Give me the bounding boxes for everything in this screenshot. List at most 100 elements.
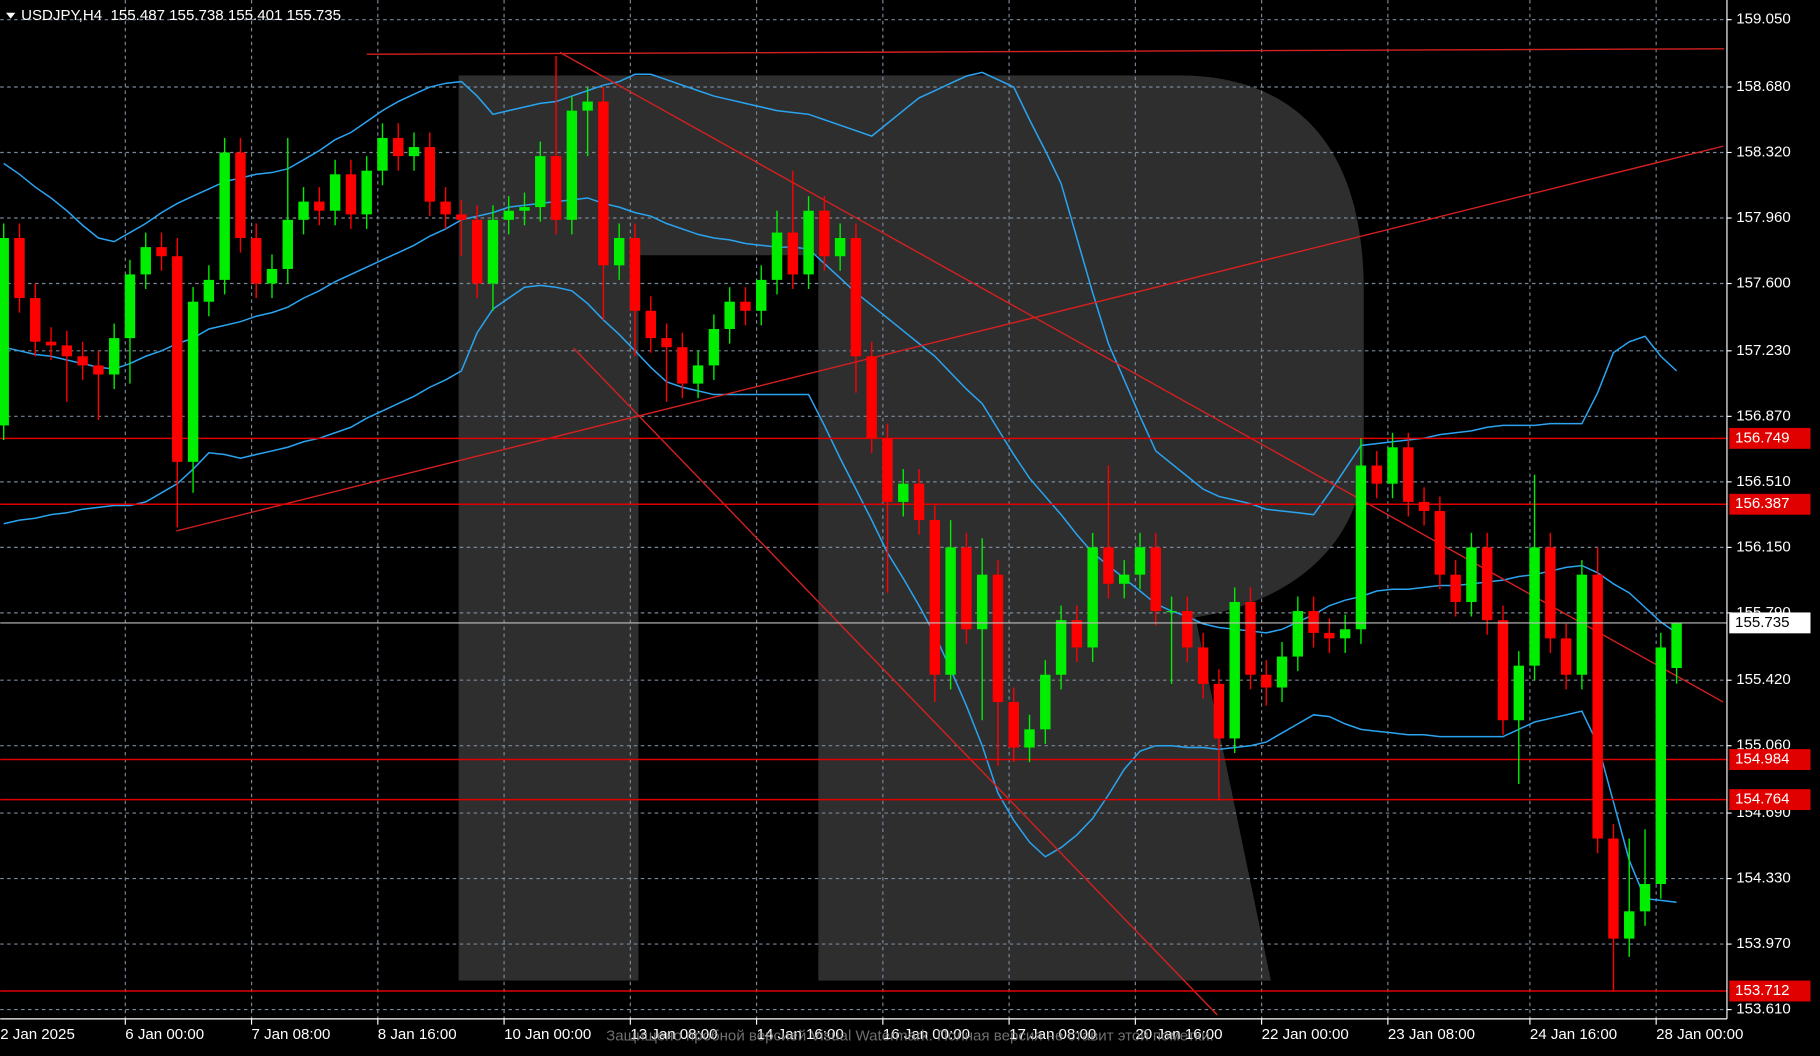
candle-body (1450, 574, 1461, 602)
menu-triangle (6, 12, 16, 19)
candle-body (377, 137, 388, 171)
candle-body (692, 365, 704, 384)
candle-body (1418, 501, 1430, 511)
y-tick-label: 157.230 (1736, 342, 1791, 359)
x-tick-label: 17 Jan 08:00 (1009, 1026, 1096, 1043)
candle-body (882, 438, 893, 502)
candle-body (408, 147, 420, 157)
candle-body (314, 201, 325, 211)
candle-body (1403, 447, 1414, 502)
candle-body (1261, 674, 1272, 688)
level-label-box (1729, 980, 1811, 1002)
candle-body (1008, 702, 1019, 748)
watermark-text: Защищено пробной версией Visual Watermar… (606, 1027, 1214, 1044)
candle-body (77, 356, 88, 366)
level-label: 156.749 (1735, 429, 1790, 446)
candle-body (298, 201, 309, 220)
level-label-box (1729, 493, 1811, 515)
candle-body (1118, 574, 1130, 584)
y-tick-label: 154.330 (1736, 870, 1791, 887)
candle-body (740, 301, 751, 311)
x-tick-label: 16 Jan 00:00 (883, 1026, 970, 1043)
band-middle (3, 197, 1678, 634)
candle-body (156, 247, 167, 257)
candle-body (424, 147, 436, 202)
y-tick-label: 156.150 (1736, 538, 1791, 555)
candle-body (1608, 838, 1619, 939)
candle-body (203, 279, 215, 302)
candle-body (1497, 620, 1509, 721)
candle-body (976, 574, 988, 630)
candle-body (898, 483, 909, 502)
candle-body (487, 219, 499, 284)
candle-body (1071, 620, 1083, 648)
candle-body (1150, 547, 1162, 612)
candle-body (787, 232, 799, 275)
y-tick-label: 158.680 (1736, 78, 1791, 95)
x-tick-label: 24 Jan 16:00 (1530, 1026, 1617, 1043)
candle-body (124, 274, 136, 339)
candle-body (1592, 574, 1603, 839)
plot (0, 48, 1727, 1016)
y-tick-label: 153.610 (1736, 1001, 1791, 1018)
candle-body (913, 483, 925, 521)
band-lower (3, 284, 1677, 903)
candle-body (45, 341, 57, 346)
x-tick-label: 28 Jan 00:00 (1656, 1026, 1743, 1043)
candle-body (1481, 547, 1493, 621)
candle-body (1276, 656, 1288, 688)
candle-body (519, 207, 530, 211)
level-label: 153.712 (1735, 982, 1790, 999)
candle-body (1024, 729, 1035, 748)
candle-body (945, 547, 956, 675)
candle-body (961, 547, 972, 630)
candle-body (1655, 647, 1667, 885)
candle-body (187, 301, 199, 462)
candle-body (329, 174, 341, 211)
candle-body (1245, 601, 1256, 675)
candle-body (866, 356, 877, 439)
y-tick-label: 156.870 (1736, 407, 1791, 424)
candle-body (503, 210, 514, 220)
candle-body (1324, 632, 1335, 639)
candle-body (1055, 620, 1067, 675)
y-tick-label: 153.970 (1736, 935, 1791, 952)
y-tick-label: 155.420 (1736, 671, 1791, 688)
candle-body (1355, 465, 1367, 630)
level-label: 154.984 (1735, 751, 1790, 768)
candle-body (282, 219, 293, 269)
candle-body (108, 338, 120, 375)
candle-body (219, 152, 230, 280)
candle-body (393, 137, 404, 157)
candle-body (0, 238, 9, 426)
candle-body (1292, 611, 1304, 657)
trendline (366, 48, 1724, 55)
candle-body (550, 156, 562, 220)
x-tick-label: 20 Jan 16:00 (1135, 1026, 1222, 1043)
x-tick-label: 2 Jan 2025 (0, 1026, 75, 1043)
x-tick-label: 6 Jan 00:00 (125, 1026, 204, 1043)
trendline (572, 347, 1218, 1016)
x-tick-label: 14 Jan 16:00 (757, 1026, 844, 1043)
level-label-box (1729, 427, 1811, 449)
candle-body (1339, 629, 1351, 639)
x-tick-label: 7 Jan 08:00 (252, 1026, 331, 1043)
candle-body (440, 201, 451, 215)
candle-body (266, 268, 278, 284)
y-tick-label: 156.510 (1736, 473, 1791, 490)
x-tick-label: 13 Jan 08:00 (630, 1026, 717, 1043)
candle-body (613, 238, 625, 266)
candle-body (1134, 547, 1146, 575)
candle-body (250, 238, 262, 284)
candle-body (172, 256, 183, 462)
candle-body (1560, 638, 1572, 675)
y-tick-label: 158.320 (1736, 143, 1791, 160)
chart-title: USDJPY,H4 155.487 155.738 155.401 155.73… (21, 7, 341, 24)
candle-body (235, 152, 246, 239)
candle-body (361, 170, 372, 215)
candle-body (1197, 647, 1209, 684)
candle-body (803, 210, 814, 275)
candle-body (724, 301, 735, 330)
logo-watermark (458, 75, 1364, 981)
candle-body (1576, 574, 1588, 675)
